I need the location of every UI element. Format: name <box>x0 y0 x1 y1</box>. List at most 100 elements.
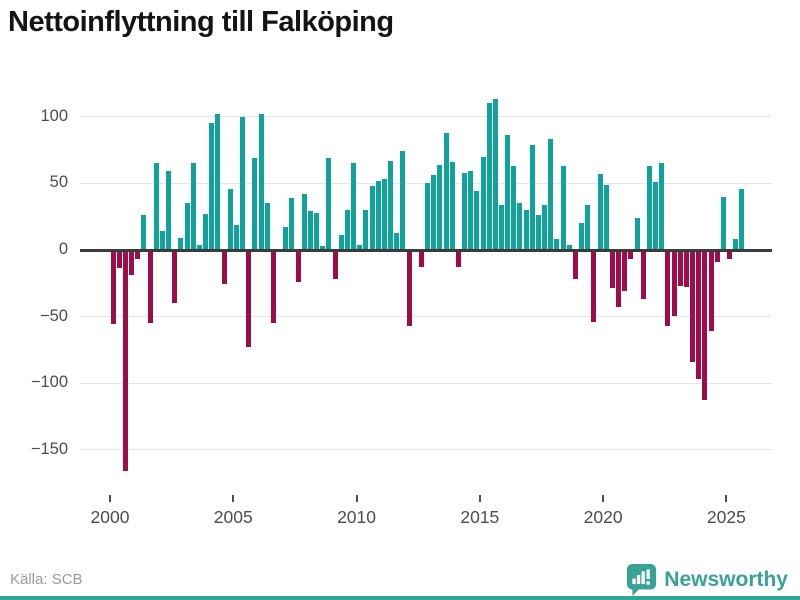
bar-positive <box>597 174 603 250</box>
bar-negative <box>640 251 646 299</box>
bar-negative <box>122 251 128 471</box>
bar-positive <box>363 210 369 250</box>
bar-positive <box>474 191 480 250</box>
bar-positive <box>733 239 739 250</box>
bar-negative <box>270 251 276 323</box>
bar-positive <box>548 139 554 250</box>
y-axis-tick-label: −50 <box>40 306 68 325</box>
bar-positive <box>283 227 289 250</box>
bar-positive <box>320 246 326 250</box>
bar-positive <box>646 166 652 250</box>
bar-positive <box>153 163 159 250</box>
bar-positive <box>634 218 640 250</box>
bar-positive <box>264 203 270 250</box>
x-axis-tick-label: 2000 <box>90 507 130 527</box>
bar-positive <box>301 194 307 250</box>
bar-negative <box>221 251 227 285</box>
bar-positive <box>529 144 535 250</box>
bar-negative <box>628 251 634 259</box>
bar-positive <box>560 166 566 250</box>
bar-positive <box>307 211 313 250</box>
bar-positive <box>258 114 264 250</box>
bar-positive <box>566 244 572 250</box>
bar-negative <box>110 251 116 325</box>
bar-negative <box>572 251 578 279</box>
x-axis-tick-label: 2020 <box>583 507 623 527</box>
bar-negative <box>616 251 622 307</box>
bar-negative <box>135 251 141 259</box>
x-axis-tick-mark <box>232 495 235 502</box>
bar-negative <box>727 251 733 259</box>
bar-positive <box>369 186 375 250</box>
y-axis-tick-label: 0 <box>58 240 68 258</box>
bar-positive <box>492 99 498 250</box>
bar-negative <box>591 251 597 322</box>
bar-negative <box>129 251 135 275</box>
bar-positive <box>381 179 387 250</box>
bar-positive <box>579 223 585 250</box>
bar-positive <box>166 171 172 250</box>
bar-positive <box>739 188 745 250</box>
bar-positive <box>394 232 400 250</box>
bar-negative <box>455 251 461 267</box>
bar-negative <box>609 251 615 289</box>
bar-negative <box>714 251 720 262</box>
bar-negative <box>702 251 708 401</box>
x-axis-tick-mark <box>725 495 728 502</box>
y-gridline <box>80 316 772 318</box>
bar-negative <box>116 251 122 269</box>
bar-positive <box>314 212 320 250</box>
bar-positive <box>535 215 541 250</box>
bar-positive <box>653 182 659 250</box>
bar-positive <box>252 158 258 250</box>
bar-negative <box>147 251 153 323</box>
x-axis-tick-label: 2015 <box>460 507 500 527</box>
zero-axis-line <box>80 249 772 252</box>
bar-positive <box>523 210 529 250</box>
bar-negative <box>332 251 338 279</box>
bar-negative <box>683 251 689 287</box>
x-axis-tick-label: 2025 <box>706 507 746 527</box>
bar-positive <box>227 188 233 250</box>
bar-positive <box>344 210 350 250</box>
bar-positive <box>542 204 548 250</box>
bar-positive <box>437 164 443 250</box>
bar-positive <box>233 224 239 250</box>
newsworthy-brand: Newsworthy <box>626 563 788 596</box>
bar-positive <box>659 163 665 250</box>
bar-positive <box>425 183 430 250</box>
bar-positive <box>498 204 504 250</box>
bar-positive <box>159 231 165 250</box>
bar-positive <box>449 162 455 250</box>
y-gridline <box>80 116 772 118</box>
bar-positive <box>240 116 246 250</box>
bar-positive <box>443 132 449 250</box>
bar-negative <box>677 251 683 286</box>
x-axis-tick-mark <box>109 495 111 502</box>
y-gridline <box>80 449 772 451</box>
x-axis-tick-mark <box>478 495 481 502</box>
bar-positive <box>462 172 467 250</box>
bar-negative <box>690 251 696 362</box>
x-axis-tick-label: 2010 <box>337 507 377 527</box>
bar-negative <box>418 251 424 267</box>
bar-positive <box>190 163 196 250</box>
y-axis-tick-label: 100 <box>40 106 68 125</box>
x-axis-tick-mark <box>355 495 358 502</box>
bar-positive <box>431 175 437 250</box>
bar-negative <box>671 251 677 317</box>
bar-positive <box>505 135 511 250</box>
source-caption: Källa: SCB <box>10 571 83 588</box>
y-gridline <box>80 382 772 384</box>
bar-positive <box>480 156 486 250</box>
bar-negative <box>708 251 714 331</box>
bar-negative <box>665 251 671 326</box>
bar-negative <box>172 251 178 303</box>
bar-positive <box>203 214 209 250</box>
bar-positive <box>468 171 474 250</box>
bar-positive <box>486 103 492 250</box>
x-axis-tick-mark <box>602 495 605 502</box>
bar-positive <box>184 203 190 250</box>
chart-title: Nettoinflyttning till Falköping <box>8 6 394 38</box>
bar-positive <box>554 239 560 250</box>
